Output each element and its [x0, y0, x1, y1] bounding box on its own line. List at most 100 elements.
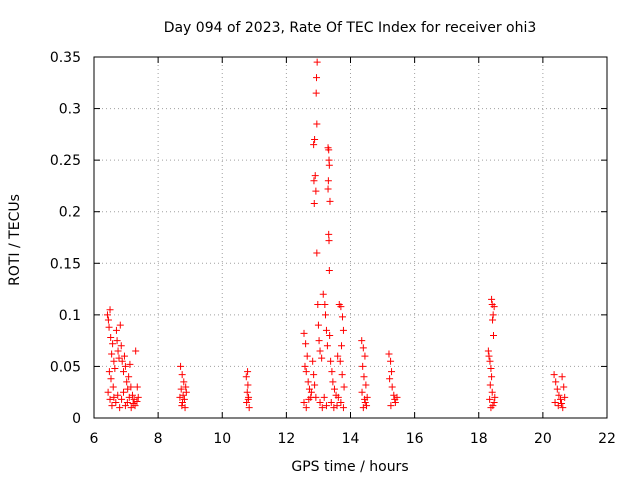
- data-point: [310, 177, 318, 185]
- data-point: [116, 321, 124, 329]
- data-point: [316, 347, 324, 355]
- data-point: [325, 161, 333, 169]
- data-point: [305, 395, 313, 403]
- data-point: [107, 375, 115, 383]
- data-point: [132, 347, 140, 355]
- data-point: [318, 404, 326, 412]
- data-point: [320, 393, 328, 401]
- data-point: [361, 399, 369, 407]
- data-point: [107, 334, 115, 342]
- data-point: [330, 385, 338, 393]
- x-tick-label: 22: [598, 431, 616, 447]
- data-point: [113, 337, 121, 345]
- data-point: [311, 172, 319, 180]
- data-point: [486, 381, 494, 389]
- axis-ticks: [93, 56, 608, 419]
- data-point: [119, 368, 127, 376]
- y-tick-label: 0: [72, 411, 81, 427]
- data-point: [110, 357, 118, 365]
- data-point: [553, 385, 561, 393]
- data-point: [126, 360, 134, 368]
- data-point: [487, 404, 495, 412]
- data-point: [363, 393, 371, 401]
- data-point: [385, 350, 393, 358]
- data-point: [112, 399, 120, 407]
- data-point: [312, 187, 320, 195]
- data-point: [362, 381, 370, 389]
- data-point: [302, 404, 310, 412]
- data-point: [333, 402, 341, 410]
- data-point: [326, 331, 334, 339]
- data-point: [309, 357, 317, 365]
- y-axis-label: ROTI / TECUs: [7, 194, 23, 286]
- data-point: [387, 357, 395, 365]
- data-point: [485, 352, 493, 360]
- data-point: [318, 354, 326, 362]
- data-point: [244, 381, 252, 389]
- data-point: [337, 303, 345, 311]
- data-point: [489, 316, 497, 324]
- y-tick-label: 0.3: [59, 102, 81, 118]
- data-point: [180, 378, 188, 386]
- x-tick-label: 18: [470, 431, 488, 447]
- data-point: [108, 350, 116, 358]
- data-point: [486, 395, 494, 403]
- data-point: [116, 404, 124, 412]
- data-point: [302, 340, 310, 348]
- data-point: [127, 404, 135, 412]
- data-point: [177, 362, 185, 370]
- data-point: [359, 362, 367, 370]
- data-point: [340, 383, 348, 391]
- y-tick-label: 0.15: [50, 256, 81, 272]
- grid: [94, 57, 607, 418]
- data-point: [118, 357, 126, 365]
- data-point: [313, 74, 321, 82]
- data-point: [310, 199, 318, 207]
- data-point: [324, 177, 332, 185]
- y-tick-label: 0.35: [50, 50, 81, 66]
- data-point: [114, 347, 122, 355]
- data-point: [334, 352, 342, 360]
- data-point: [313, 120, 321, 128]
- data-point: [109, 340, 117, 348]
- data-point: [243, 388, 251, 396]
- data-point: [484, 347, 492, 355]
- data-point: [305, 385, 313, 393]
- data-point: [117, 342, 125, 350]
- data-point: [244, 395, 252, 403]
- data-point: [334, 393, 342, 401]
- data-point: [487, 364, 495, 372]
- data-point: [106, 306, 114, 314]
- x-tick-label: 6: [90, 431, 99, 447]
- data-point: [134, 393, 142, 401]
- x-tick-label: 16: [406, 431, 424, 447]
- data-point: [552, 378, 560, 386]
- data-point: [339, 326, 347, 334]
- data-point: [316, 399, 324, 407]
- data-point: [321, 301, 329, 309]
- data-point: [182, 388, 190, 396]
- data-point: [329, 378, 337, 386]
- data-point: [133, 383, 141, 391]
- data-point: [314, 321, 322, 329]
- data-point: [557, 400, 565, 408]
- data-point: [359, 344, 367, 352]
- data-point: [106, 395, 114, 403]
- data-point: [359, 404, 367, 412]
- data-point: [488, 373, 496, 381]
- data-point: [489, 311, 497, 319]
- data-point: [123, 378, 131, 386]
- data-point: [326, 197, 334, 205]
- x-tick-label: 14: [342, 431, 360, 447]
- data-point: [561, 393, 569, 401]
- data-point: [311, 136, 319, 144]
- data-point: [312, 89, 320, 97]
- data-point: [323, 342, 331, 350]
- data-point: [336, 357, 344, 365]
- x-axis-label: GPS time / hours: [291, 459, 408, 475]
- data-point: [114, 391, 122, 399]
- data-point: [328, 368, 336, 376]
- data-point: [109, 383, 117, 391]
- data-point: [105, 323, 113, 331]
- y-tick-label: 0.2: [59, 205, 81, 221]
